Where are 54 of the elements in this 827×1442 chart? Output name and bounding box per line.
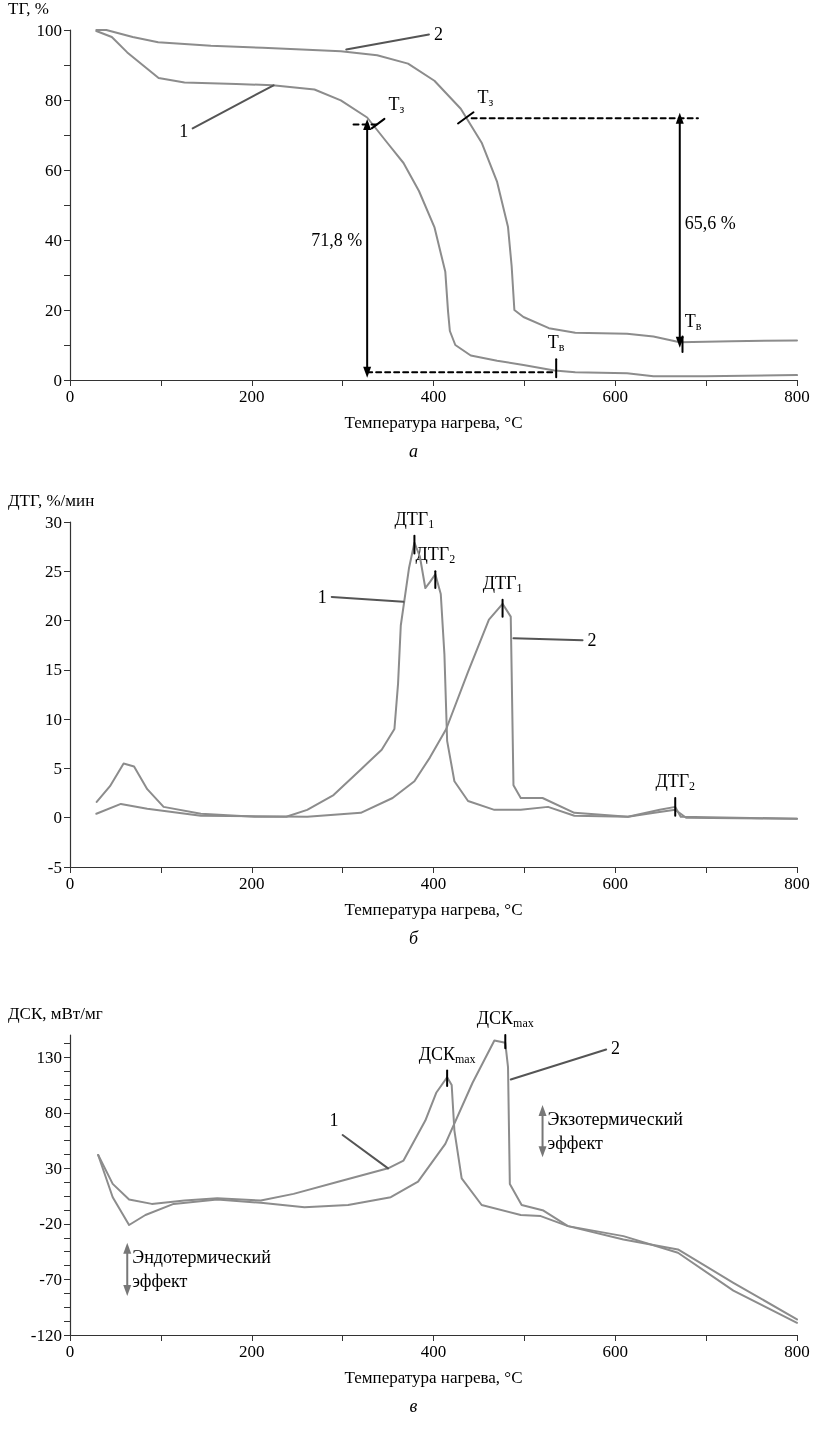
x-tick-label: 200: [239, 1342, 265, 1361]
y-tick-label: -70: [39, 1269, 62, 1289]
x-axis-title: Температура нагрева, °C: [344, 900, 523, 919]
x-tick-label: 600: [602, 387, 628, 406]
x-tick-label: 200: [239, 874, 265, 893]
y-axis-title: ДТГ, %/мин: [8, 491, 95, 510]
y-axis-title: ТГ, %: [8, 0, 49, 18]
text: а: [409, 441, 418, 461]
text: в: [409, 1396, 418, 1416]
annotation: 65,6 %: [684, 212, 736, 233]
annotation: 1: [329, 1110, 339, 1131]
y-tick-label: 30: [45, 1158, 62, 1178]
annotation: Эндотермический эффект: [132, 1247, 272, 1292]
y-tick-label: 60: [45, 160, 62, 180]
x-tick-label: 0: [65, 1342, 75, 1361]
annotation: 2: [587, 630, 597, 651]
y-tick-label: 0: [53, 808, 62, 828]
x-tick-label: 400: [420, 874, 447, 893]
x-tick-label: 600: [602, 1342, 628, 1361]
y-tick-label: 5: [53, 758, 62, 778]
x-tick-label: 0: [65, 387, 75, 406]
x-axis-title: Температура нагрева, °C: [344, 413, 523, 432]
y-axis-title: ДСК, мВт/мг: [8, 1004, 103, 1023]
y-tick-label: -20: [39, 1214, 62, 1234]
x-tick-label: 400: [420, 1342, 447, 1361]
y-tick-label: 130: [36, 1047, 62, 1067]
x-tick-label: 600: [602, 874, 628, 893]
y-tick-label: 80: [45, 90, 62, 110]
y-tick-label: 20: [45, 611, 62, 631]
y-tick-label: 100: [36, 20, 62, 40]
annotation: 1: [317, 586, 327, 607]
x-tick-label: 200: [239, 387, 265, 406]
x-tick-label: 800: [784, 874, 810, 893]
x-tick-label: 800: [784, 1342, 810, 1361]
x-axis-title: Температура нагрева, °C: [344, 1368, 523, 1387]
y-tick-label: 30: [45, 512, 62, 532]
y-tick-label: 40: [45, 230, 62, 250]
y-tick-label: -120: [30, 1325, 62, 1345]
annotation: 2: [610, 1037, 620, 1058]
annotation: 1: [179, 120, 189, 141]
y-tick-label: 25: [45, 561, 62, 581]
x-tick-label: 800: [784, 387, 810, 406]
y-tick-label: 80: [45, 1103, 62, 1123]
text: б: [408, 928, 419, 948]
x-tick-label: 0: [65, 874, 75, 893]
y-tick-label: 15: [45, 660, 62, 680]
annotation: 2: [433, 23, 443, 44]
y-tick-label: -5: [47, 857, 62, 877]
y-tick-label: 0: [53, 370, 62, 390]
annotation: 71,8 %: [311, 230, 363, 250]
y-tick-label: 20: [45, 300, 62, 320]
annotation: Экзотермический эффект: [547, 1108, 684, 1153]
x-tick-label: 400: [420, 387, 447, 406]
y-tick-label: 10: [45, 709, 62, 729]
